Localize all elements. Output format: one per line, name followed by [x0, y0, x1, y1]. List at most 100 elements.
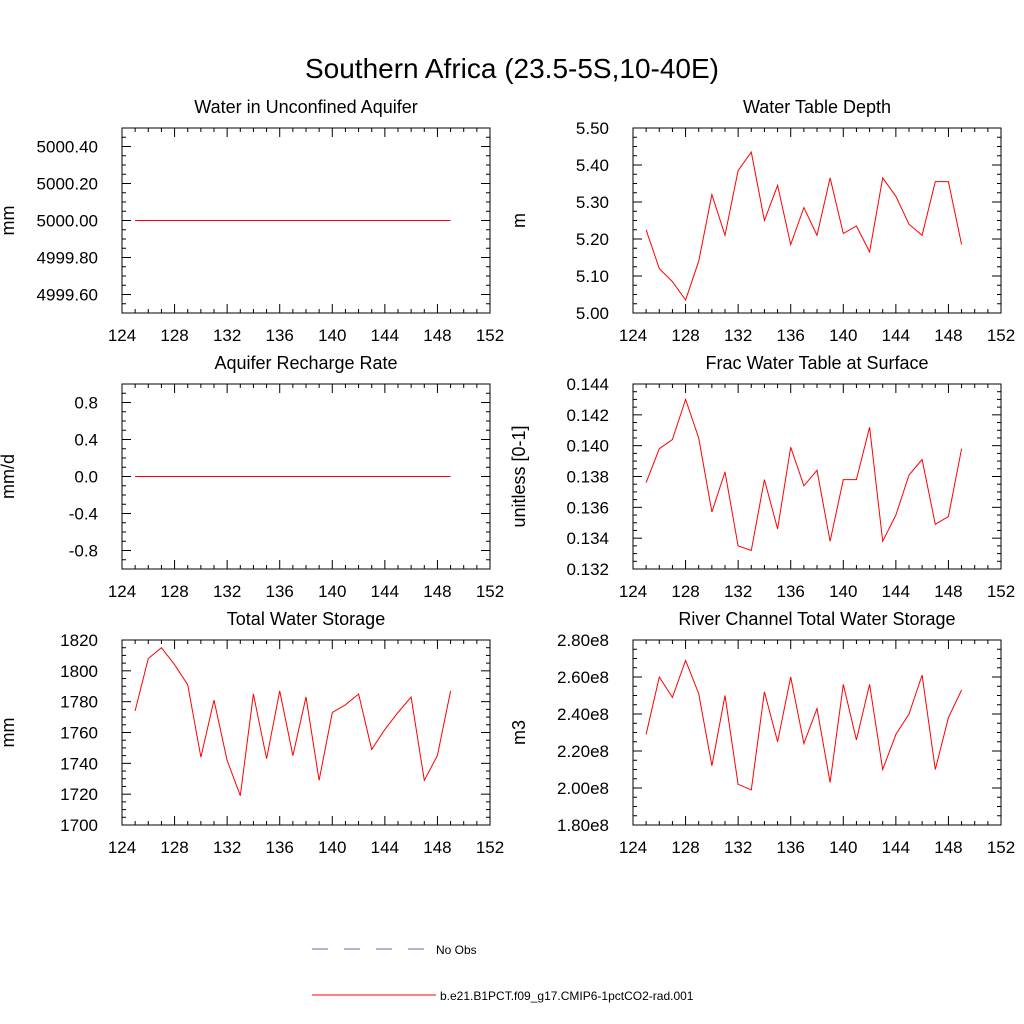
x-tick-label: 132	[213, 326, 241, 345]
y-axis-label: m	[509, 213, 529, 228]
plot-frame	[121, 639, 491, 826]
y-tick-label: 5000.20	[37, 175, 98, 194]
y-tick-label: 1760	[60, 724, 98, 743]
panel-2: Water Table Depth m 124 128 132 136 140 144 148 1…	[509, 97, 1015, 345]
x-tick-label: 140	[318, 582, 346, 601]
x-tick-label: 124	[619, 582, 647, 601]
panels: Water in Unconfined Aquifer mm 124 128 132 13…	[0, 97, 1015, 857]
x-tick-label: 132	[724, 582, 752, 601]
x-tick-label: 136	[266, 326, 294, 345]
x-tick-label: 144	[371, 326, 399, 345]
y-tick-label: 5.00	[576, 304, 609, 323]
x-tick-label: 148	[934, 582, 962, 601]
y-tick-label: 5.40	[576, 156, 609, 175]
x-tick-label: 144	[371, 582, 399, 601]
plot-frame	[632, 127, 1002, 314]
y-tick-label: 2.60e8	[557, 668, 609, 687]
legend-obs-label: No Obs	[436, 943, 477, 957]
x-tick-label: 152	[476, 582, 504, 601]
panel-4: Frac Water Table at Surface unitless [0-1…	[509, 353, 1015, 601]
panel-title: Total Water Storage	[227, 609, 385, 629]
y-tick-label: 2.20e8	[557, 742, 609, 761]
panel-title: Water Table Depth	[743, 97, 891, 117]
x-tick-label: 140	[829, 326, 857, 345]
x-tick-label: 152	[476, 326, 504, 345]
x-tick-label: 132	[213, 838, 241, 857]
y-tick-label: 5000.40	[37, 138, 98, 157]
x-tick-label: 132	[213, 582, 241, 601]
y-tick-label: 0.138	[566, 468, 609, 487]
y-tick-label: 5.30	[576, 193, 609, 212]
y-tick-label: 0.132	[566, 560, 609, 579]
y-tick-label: -0.8	[69, 542, 98, 561]
x-tick-label: 148	[934, 326, 962, 345]
panel-title: Water in Unconfined Aquifer	[194, 97, 417, 117]
x-tick-label: 144	[882, 838, 910, 857]
plot-frame	[632, 383, 1002, 570]
y-tick-label: 0.4	[74, 431, 98, 450]
x-tick-label: 124	[619, 326, 647, 345]
x-tick-label: 136	[266, 838, 294, 857]
legend-model-label: b.e21.B1PCT.f09_g17.CMIP6-1pctCO2-rad.00…	[440, 989, 694, 1003]
x-tick-label: 140	[318, 326, 346, 345]
panel-title: River Channel Total Water Storage	[678, 609, 955, 629]
x-tick-label: 140	[829, 582, 857, 601]
x-tick-label: 128	[160, 838, 188, 857]
x-tick-label: 148	[423, 582, 451, 601]
series-line	[645, 150, 963, 302]
y-tick-label: 5.10	[576, 267, 609, 286]
x-tick-label: 148	[423, 838, 451, 857]
y-tick-label: 4999.60	[37, 286, 98, 305]
y-tick-label: 1740	[60, 754, 98, 773]
panel-title: Aquifer Recharge Rate	[214, 353, 397, 373]
panel-3: Aquifer Recharge Rate mm/d 124 128 132 136 140…	[0, 353, 504, 601]
x-tick-label: 124	[108, 326, 136, 345]
x-tick-label: 124	[619, 838, 647, 857]
x-tick-label: 152	[987, 326, 1015, 345]
y-tick-label: 0.142	[566, 406, 609, 425]
x-tick-label: 128	[671, 582, 699, 601]
y-tick-label: 1.80e8	[557, 816, 609, 835]
y-axis-label: unitless [0-1]	[509, 425, 529, 527]
x-tick-label: 124	[108, 838, 136, 857]
x-tick-label: 128	[671, 326, 699, 345]
y-tick-label: 2.00e8	[557, 779, 609, 798]
panel-1: Water in Unconfined Aquifer mm 124 128 132 13…	[0, 97, 504, 345]
x-tick-label: 132	[724, 838, 752, 857]
y-tick-label: 0.0	[74, 468, 98, 487]
x-tick-label: 136	[777, 326, 805, 345]
panel-title: Frac Water Table at Surface	[705, 353, 928, 373]
x-tick-label: 128	[160, 326, 188, 345]
y-tick-label: 1800	[60, 662, 98, 681]
x-tick-label: 136	[777, 582, 805, 601]
y-tick-label: 0.8	[74, 394, 98, 413]
y-tick-label: 0.140	[566, 437, 609, 456]
y-tick-label: 1780	[60, 693, 98, 712]
x-tick-label: 136	[266, 582, 294, 601]
x-tick-label: 152	[476, 838, 504, 857]
y-tick-label: 2.80e8	[557, 631, 609, 650]
x-tick-label: 136	[777, 838, 805, 857]
y-tick-label: 4999.80	[37, 249, 98, 268]
y-axis-label: mm	[0, 206, 18, 236]
y-tick-label: 1720	[60, 785, 98, 804]
y-tick-label: 0.134	[566, 529, 609, 548]
x-tick-label: 144	[882, 582, 910, 601]
x-tick-label: 132	[724, 326, 752, 345]
y-tick-label: 1700	[60, 816, 98, 835]
legend: No Obs b.e21.B1PCT.f09_g17.CMIP6-1pctCO2…	[312, 943, 694, 1003]
x-tick-label: 128	[671, 838, 699, 857]
y-tick-label: 5.20	[576, 230, 609, 249]
y-tick-label: 1820	[60, 631, 98, 650]
x-tick-label: 148	[423, 326, 451, 345]
x-tick-label: 144	[371, 838, 399, 857]
y-axis-label: m3	[509, 720, 529, 745]
x-tick-label: 152	[987, 838, 1015, 857]
y-tick-label: 5000.00	[37, 212, 98, 231]
y-tick-label: 0.144	[566, 375, 609, 394]
x-tick-label: 148	[934, 838, 962, 857]
y-tick-label: -0.4	[69, 505, 98, 524]
y-axis-label: mm	[0, 718, 18, 748]
series-line	[134, 646, 452, 796]
